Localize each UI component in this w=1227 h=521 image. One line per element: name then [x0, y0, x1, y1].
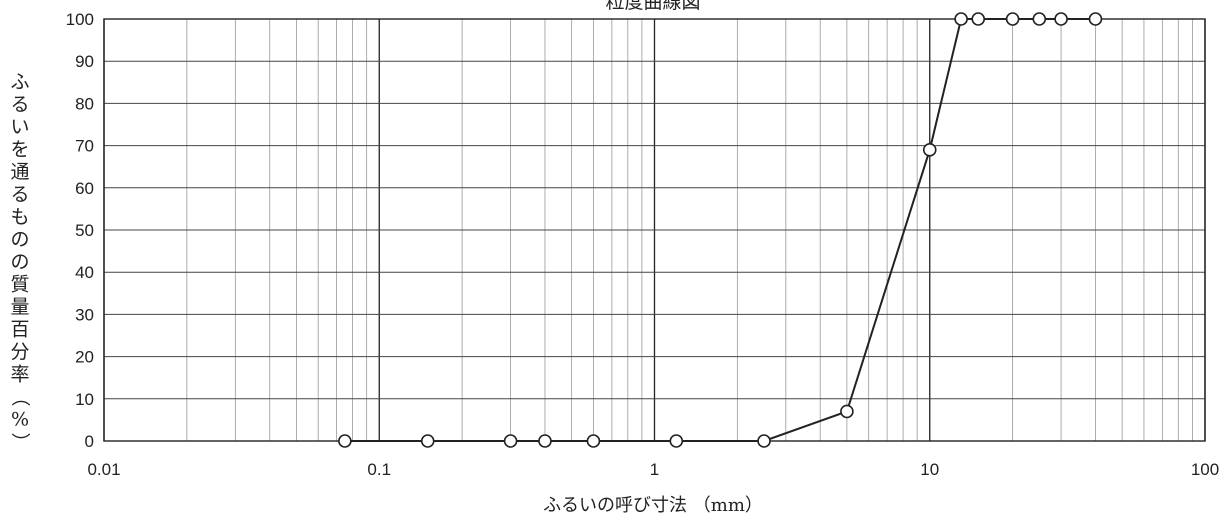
chart-title: 粒度曲線図 — [605, 0, 700, 13]
y-tick-label: 60 — [75, 179, 94, 198]
data-point — [954, 12, 968, 26]
y-axis-label-char: 百 — [10, 319, 29, 341]
y-axis-label-char: る — [10, 184, 29, 206]
y-axis-label-char: 分 — [10, 341, 29, 363]
y-axis-label-char: ふ — [10, 71, 29, 93]
y-axis-label-char: の — [10, 251, 29, 273]
y-axis-label-char: ） — [9, 432, 31, 451]
data-point — [1088, 12, 1103, 26]
data-point — [971, 12, 986, 26]
y-tick-label: 100 — [66, 10, 94, 29]
data-point — [922, 143, 937, 157]
data-series — [338, 12, 1103, 448]
x-tick-labels: 0.01 0.1 1 10 100 — [87, 460, 1219, 479]
y-axis-label-char: 量 — [10, 296, 29, 318]
y-tick-label: 0 — [85, 432, 94, 451]
data-point — [338, 434, 352, 448]
data-point — [757, 434, 771, 448]
y-tick-label: 90 — [75, 52, 94, 71]
data-point — [669, 434, 684, 448]
x-tick-label: 100 — [1191, 460, 1219, 479]
x-tick-label: 0.1 — [367, 460, 391, 479]
y-axis-label-char: 通 — [10, 161, 29, 183]
y-axis-label-char: の — [10, 229, 29, 251]
y-tick-labels: 0 10 20 30 40 50 60 70 80 90 100 — [66, 10, 94, 451]
y-axis-label-char: （ — [9, 387, 31, 406]
data-point — [840, 404, 854, 419]
x-axis-label: ふるいの呼び寸法 （mm） — [543, 495, 763, 516]
y-axis-label-char: % — [11, 409, 29, 431]
y-tick-label: 80 — [75, 94, 94, 113]
y-axis-label-char: 率 — [10, 364, 29, 386]
x-tick-label: 0.01 — [87, 460, 120, 479]
major-gridlines — [103, 18, 1206, 442]
data-point — [1054, 12, 1068, 26]
x-tick-label: 10 — [920, 460, 939, 479]
data-point — [538, 434, 552, 448]
y-tick-label: 30 — [75, 305, 94, 324]
y-tick-label: 40 — [75, 263, 94, 282]
x-tick-label: 1 — [650, 460, 659, 479]
y-axis-label-char: を — [10, 139, 29, 161]
y-axis-label-char: 質 — [10, 274, 29, 296]
data-point — [1032, 12, 1047, 26]
data-point — [420, 434, 435, 448]
data-point — [586, 434, 601, 448]
y-tick-label: 10 — [75, 390, 94, 409]
y-tick-label: 20 — [75, 348, 94, 367]
y-tick-label: 50 — [75, 221, 94, 240]
y-axis-label-char: い — [10, 116, 29, 138]
y-axis-label-char: る — [10, 94, 29, 116]
y-axis-label-char: も — [10, 206, 29, 228]
data-point — [503, 434, 518, 448]
y-tick-label: 70 — [75, 137, 94, 156]
data-point — [1005, 12, 1020, 26]
